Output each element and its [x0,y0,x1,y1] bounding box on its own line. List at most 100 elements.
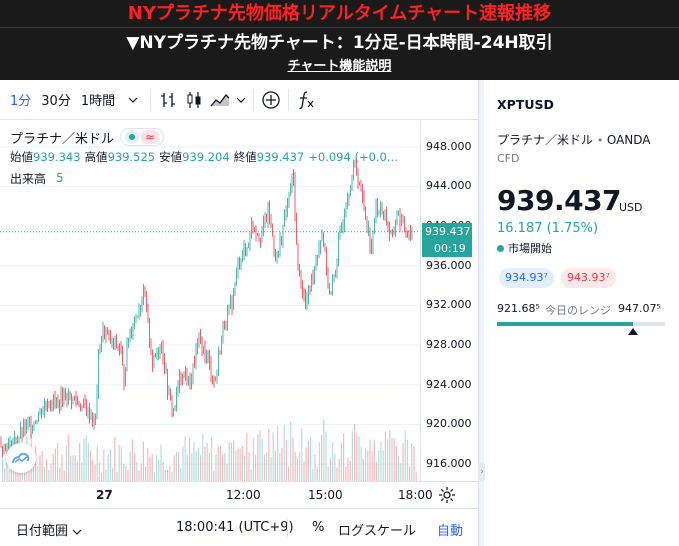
volume-bar [120,446,122,481]
volume-bar [195,451,197,481]
volume-bar [343,433,345,481]
chart-type-chevron-icon[interactable] [233,86,249,114]
volume-bar [391,437,393,481]
volume-bar [314,454,316,481]
volume-bar [404,430,406,481]
volume-bar [87,443,89,481]
legend-status-pill[interactable]: ≈ [120,128,165,146]
volume-bar [272,432,274,481]
volume-bar [167,469,169,481]
volume-bar [354,423,356,481]
volume-bar [321,434,323,481]
volume-bar [248,452,250,481]
date-range-button[interactable]: 日付範囲 [16,520,82,539]
panel-collapse-handle[interactable]: › [478,463,486,481]
chevron-down-icon [72,529,82,535]
price-scale[interactable]: 948.000944.000940.000936.000932.000928.0… [420,121,478,481]
chart-help-link-row: チャート機能説明 [0,58,679,76]
bar-chart-icon[interactable] [155,86,181,114]
ask-price-badge[interactable]: 943.93⁷ [561,268,616,288]
volume-bar [277,425,279,481]
volume-bar [281,447,283,481]
volume-bar [244,455,246,481]
last-price: 939.437 [497,184,622,217]
symbol-ticker[interactable]: XPTUSD [497,97,554,112]
volume-bar [189,437,191,481]
page-title: NYプラチナ先物価格リアルタイムチャート速報推移 [127,3,552,24]
chart-help-link[interactable]: チャート機能説明 [287,59,392,74]
add-indicator-plus-icon[interactable] [258,86,284,114]
indicators-fx-icon[interactable] [293,86,319,114]
volume-bar [329,457,331,481]
volume-bar [239,448,241,481]
ohlc-high-value: 939.525 [107,150,156,164]
area-chart-icon[interactable] [207,86,233,114]
chart-settings-gear-icon[interactable] [437,485,457,505]
interval-30m-button[interactable]: 30分 [41,94,71,109]
volume-bar [156,454,158,481]
date-range-label: 日付範囲 [16,524,69,539]
price-tick-label: 944.000 [426,179,472,193]
volume-bar [402,443,404,481]
bid-price-badge[interactable]: 934.93⁷ [499,268,554,288]
volume-bar [127,469,129,481]
volume-bar [358,436,360,481]
volume-bar [376,461,378,481]
volume-bar [39,455,41,481]
day-range-bar [497,322,665,326]
panel-divider[interactable] [478,80,484,546]
volume-bar [257,433,259,481]
volume-bar [312,469,314,481]
volume-bar [92,460,94,481]
tradingview-logo-icon[interactable] [6,443,36,473]
volume-bar [362,458,364,481]
interval-dropdown-chevron-icon[interactable] [120,86,146,114]
clock-timezone[interactable]: 18:00:41 (UTC+9) [176,520,294,535]
volume-bar [101,472,103,481]
volume-bar [6,455,8,481]
price-tick-label: 920.000 [426,417,472,431]
percent-scale-toggle[interactable]: % [312,520,325,535]
volume-bar [162,462,164,481]
ohlc-change: +0.094 (+0.0... [308,150,398,164]
volume-bar [226,463,228,481]
toolbar-separator [288,88,290,111]
log-scale-toggle[interactable]: ログスケール [338,524,417,539]
ohlc-close-value: 939.437 [256,150,305,164]
volume-bar [57,442,59,481]
volume-bar [274,450,276,481]
volume-bar [325,431,327,481]
volume-bar [43,466,45,481]
volume-bar [338,458,340,481]
legend-ohlc: 始値 939.343 高値 939.525 安値 939.204 終値 939.437 … [10,147,398,167]
auto-scale-toggle[interactable]: 自動 [437,524,464,539]
volume-bar [76,462,78,481]
candlestick-icon[interactable] [181,86,207,114]
ohlc-open-value: 939.343 [33,150,81,164]
volume-bar [268,428,270,481]
chart-toolbar: 1分 30分 1時間 [0,80,478,120]
volume-bar [74,454,76,481]
volume-bar [48,469,50,481]
interval-1m-button[interactable]: 1分 [10,94,32,109]
volume-bar [193,441,195,481]
volume-bar [197,447,199,481]
interval-1h-button[interactable]: 1時間 [80,94,116,109]
volume-bar [59,467,61,481]
ohlc-high-label: 高値 [84,150,108,164]
volume-bar [2,453,4,481]
instrument-type: CFD [497,152,520,165]
broker-name[interactable]: OANDA [606,133,651,147]
volume-bar [255,454,257,481]
volume-bar [37,466,39,481]
volume-bar [160,444,162,481]
bar-countdown-label: 00:19 [422,239,472,257]
price-chart[interactable]: プラチナ／米ドル ≈ 始値 939.343 高値 939.525 安値 939.204… [0,121,478,481]
ohlc-close-label: 終値 [233,150,257,164]
time-axis[interactable]: 27 12:00 15:00 18:00 [0,481,478,508]
volume-bar [112,467,114,481]
volume-bar [371,451,373,481]
volume-bar [98,462,100,481]
volume-bar [224,452,226,481]
volume-bar [393,438,395,481]
